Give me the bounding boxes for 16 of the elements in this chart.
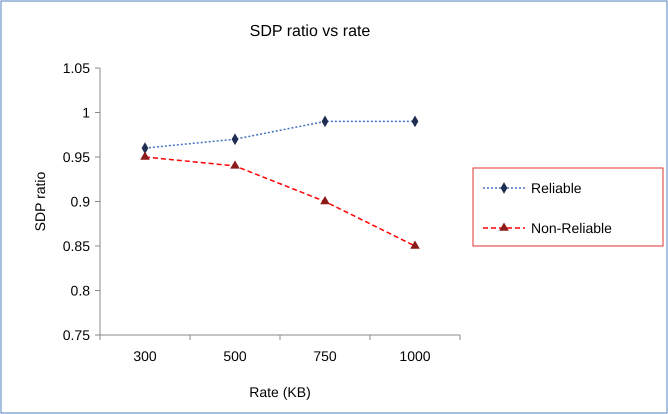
chart-title: SDP ratio vs rate xyxy=(250,23,370,40)
x-tick-label: 750 xyxy=(313,348,337,364)
y-tick-label: 1.05 xyxy=(62,60,90,76)
x-tick-label: 500 xyxy=(223,348,247,364)
x-tick-label: 1000 xyxy=(399,348,431,364)
x-axis-title: Rate (KB) xyxy=(249,384,311,400)
y-tick-label: 1 xyxy=(82,104,90,120)
legend-label: Reliable xyxy=(531,180,582,196)
y-tick-label: 0.95 xyxy=(62,149,90,165)
legend-label: Non-Reliable xyxy=(531,220,612,236)
x-tick-label: 300 xyxy=(133,348,157,364)
y-tick-label: 0.85 xyxy=(62,238,90,254)
y-tick-label: 0.8 xyxy=(70,282,90,298)
y-tick-label: 0.9 xyxy=(70,194,90,210)
y-tick-label: 0.75 xyxy=(62,327,90,343)
y-axis-title: SDP ratio xyxy=(32,171,48,232)
